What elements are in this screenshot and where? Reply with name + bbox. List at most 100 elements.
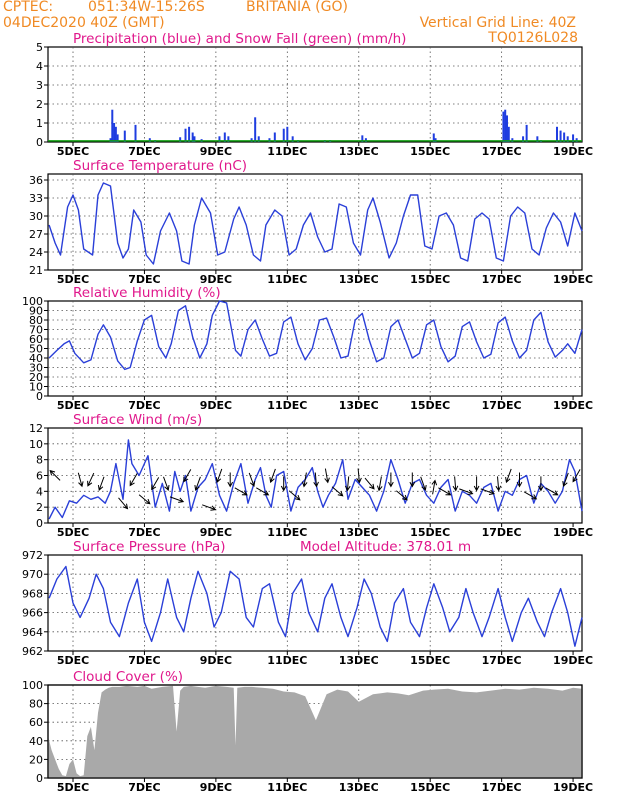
panel-4-ytick-label-5: 972: [22, 549, 43, 562]
panel-0-precip-bar-32: [434, 138, 437, 142]
panel-3-wind-arrow-40: [505, 468, 512, 484]
panel-1-xtick-label-3: 11DEC: [267, 273, 307, 286]
panel-5-cloud-area: [48, 685, 582, 778]
panel-2-ytick-label-10: 100: [22, 295, 43, 308]
panel-1-xtick-label-1: 7DEC: [128, 273, 160, 286]
panel-3-wind-arrow-19: [280, 476, 287, 492]
panel-4-xtick-label-5: 15DEC: [410, 654, 450, 667]
header: CPTEC: 051:34W-15:26S BRITANIA (GO) 04DE…: [0, 0, 618, 46]
panel-5-ytick-label-3: 60: [29, 716, 43, 729]
panel-0-ytick-label-2: 2: [36, 98, 43, 111]
panel-2-xtick-label-4: 13DEC: [339, 399, 379, 412]
panel-3-ytick-label-1: 2: [36, 501, 43, 514]
panel-1-frame: [47, 173, 583, 271]
panel-1-xtick-label-5: 15DEC: [410, 273, 450, 286]
panel-5-frame-top: [47, 684, 583, 779]
panel-0-precip-bar-37: [511, 138, 514, 142]
panel-4-ytick-label-0: 962: [22, 645, 43, 658]
panel-5-xtick-label-0: 5DEC: [57, 781, 89, 794]
panel-2-ytick-label-4: 40: [29, 352, 43, 365]
panel-3-ytick-label-4: 8: [36, 454, 43, 467]
panel-3-wind-arrow-35: [452, 476, 459, 492]
panel-5-ytick-label-4: 80: [29, 698, 43, 711]
panel-0-precip-bar-6: [134, 124, 137, 142]
panel-0-precip-bar-36: [507, 126, 510, 142]
panel-0-precip-bar-9: [179, 137, 182, 142]
panel-0-ytick-label-0: 0: [36, 136, 43, 149]
panel-3-xtick-label-3: 11DEC: [267, 526, 307, 539]
panel-3-ytick-label-5: 10: [29, 438, 43, 451]
panel-3-wind-arrow-1: [77, 472, 84, 488]
panel-3-wind-arrow-16: [248, 472, 256, 487]
panel-0-precip-bar-40: [536, 136, 539, 142]
panel-3-wind-arrow-42: [523, 491, 538, 500]
panel-0-xtick-label-7: 19DEC: [553, 145, 593, 158]
panel-5-xtick-label-7: 19DEC: [553, 781, 593, 794]
panel-5-xtick-label-5: 15DEC: [410, 781, 450, 794]
panel-4-ytick-label-2: 966: [22, 607, 43, 620]
panel-0-precip-bar-31: [432, 133, 435, 142]
panel-2-ytick-label-2: 20: [29, 371, 43, 384]
panel-4-annotation: Model Altitude: 378.01 m: [300, 539, 471, 555]
panel-3-wind-arrow-8: [163, 476, 170, 491]
panel-3-wind-arrow-12: [202, 504, 217, 511]
panel-0-precip-bar-45: [566, 136, 569, 142]
panel-5-xtick-label-2: 9DEC: [200, 781, 232, 794]
header-grid-note: Vertical Grid Line: 40Z: [419, 15, 576, 31]
panel-3-xtick-label-7: 19DEC: [553, 526, 593, 539]
panel-3-wind-arrow-6: [138, 494, 151, 505]
panel-3-wind-arrow-29: [388, 472, 394, 488]
panel-0-precip-bar-25: [291, 136, 294, 142]
panel-3-wind-arrow-45: [562, 472, 569, 487]
panel-3-wind-arrow-24: [331, 486, 344, 497]
panel-3-title: Surface Wind (m/s): [73, 412, 202, 428]
panel-3-wind-arrow-4: [118, 497, 129, 510]
panel-3-ytick-label-3: 6: [36, 470, 43, 483]
panel-1-xtick-label-7: 19DEC: [553, 273, 593, 286]
panel-4-title: Surface Pressure (hPa): [73, 539, 226, 555]
panel-3-wind-arrow-10: [183, 469, 192, 483]
panel-0-precip-bar-34: [504, 109, 507, 142]
header-coords: 051:34W-15:26S: [88, 0, 205, 15]
panel-3-wind-arrow-23: [324, 468, 330, 484]
panel-1-ytick-label-2: 27: [29, 228, 43, 241]
panel-2-xtick-label-6: 17DEC: [482, 399, 522, 412]
panel-0-precip-bar-7: [148, 138, 151, 142]
panel-3-wind-arrow-18: [269, 468, 276, 484]
panel-3-wind-arrow-5: [129, 473, 138, 487]
panel-0-xtick-label-3: 11DEC: [267, 145, 307, 158]
panel-2-xtick-label-5: 15DEC: [410, 399, 450, 412]
panel-2-ytick-label-8: 80: [29, 314, 43, 327]
panel-0-precip-bar-12: [191, 132, 194, 142]
panel-0-precip-bar-38: [522, 136, 525, 142]
panel-2-xtick-label-2: 9DEC: [200, 399, 232, 412]
panel-4-xtick-label-6: 17DEC: [482, 654, 522, 667]
panel-2-ytick-label-3: 30: [29, 362, 43, 375]
header-station: BRITANIA (GO): [246, 0, 348, 15]
header-source: CPTEC:: [3, 0, 54, 15]
panel-2-ytick-label-7: 70: [29, 324, 43, 337]
panel-5-ytick-label-1: 20: [29, 753, 43, 766]
panel-3-wind-arrow-46: [572, 469, 581, 483]
panel-0-precip-bar-33: [502, 111, 505, 142]
panel-0-ytick-label-4: 4: [36, 60, 43, 73]
header-run: 04DEC2020 40Z (GMT): [3, 15, 165, 31]
panel-3-wind-arrow-36: [459, 488, 474, 495]
panel-3-wind-arrow-41: [516, 472, 523, 488]
panel-0-frame: [47, 46, 583, 143]
panel-0-precip-bar-20: [257, 136, 260, 142]
panel-3-wind-arrow-15: [234, 487, 248, 496]
panel-3-xtick-label-5: 15DEC: [410, 526, 450, 539]
panel-4-xtick-label-0: 5DEC: [57, 654, 89, 667]
panel-3-ytick-label-2: 4: [36, 485, 43, 498]
panel-1-xtick-label-0: 5DEC: [57, 273, 89, 286]
panel-0-ytick-label-1: 1: [36, 117, 43, 130]
panel-0-precip-bar-13: [193, 136, 196, 142]
panel-4-ytick-label-1: 964: [22, 626, 43, 639]
panel-5-xtick-label-4: 13DEC: [339, 781, 379, 794]
panel-1-ytick-label-3: 30: [29, 210, 43, 223]
panel-3-wind-arrow-2: [87, 472, 95, 487]
panel-3-wind-arrow-33: [431, 479, 438, 495]
panel-3-wind-arrow-34: [438, 487, 452, 496]
